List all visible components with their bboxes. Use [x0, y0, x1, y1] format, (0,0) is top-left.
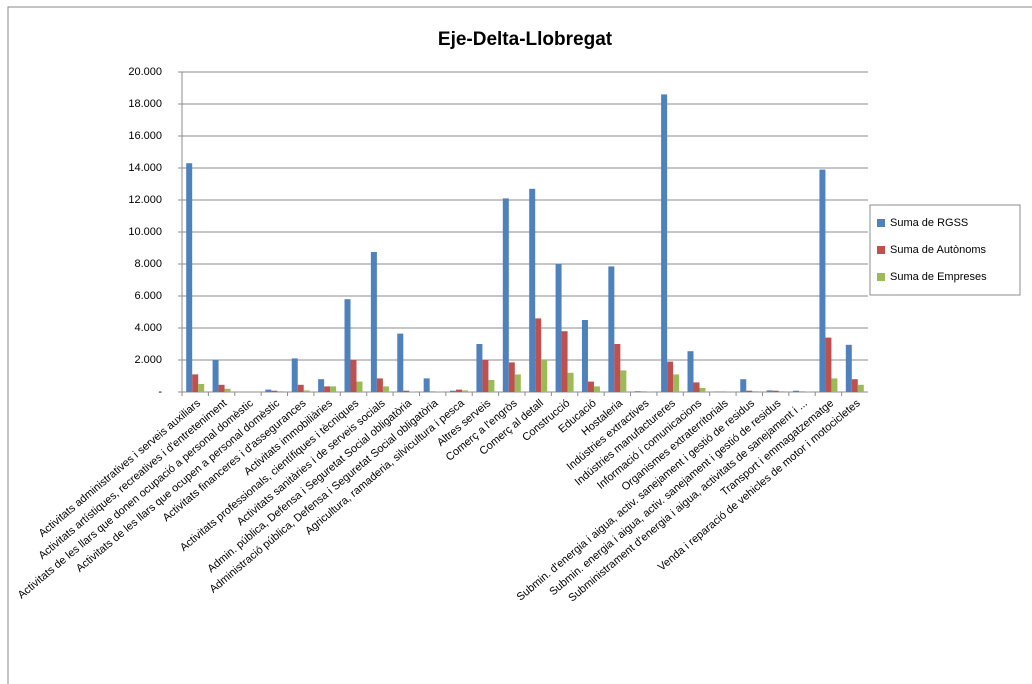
y-tick-label: 12.000 [128, 194, 162, 206]
bar [593, 386, 600, 392]
bar [673, 374, 680, 392]
y-tick-label: 10.000 [128, 226, 162, 238]
bar [857, 384, 864, 392]
bar [330, 386, 337, 392]
bar [778, 391, 785, 392]
y-tick-label: - [158, 386, 162, 398]
bar [303, 390, 310, 392]
bar [456, 389, 463, 392]
bar [587, 381, 594, 392]
bar [324, 386, 331, 392]
bar [224, 388, 231, 392]
bar [561, 331, 568, 392]
bar [667, 361, 674, 392]
bar [218, 384, 225, 392]
bar [356, 381, 363, 392]
bar [766, 390, 773, 392]
bar [740, 379, 747, 392]
y-tick-label: 16.000 [128, 130, 162, 142]
y-tick-label: 8.000 [134, 258, 162, 270]
legend-box [869, 204, 1021, 296]
bar [555, 264, 562, 392]
y-tick-label: 20.000 [128, 66, 162, 78]
bar [318, 379, 325, 392]
bar [634, 391, 641, 392]
bar [693, 382, 700, 392]
bar [192, 374, 199, 392]
chart-title: Eje-Delta-Llobregat [438, 29, 613, 50]
bar [350, 360, 357, 392]
legend-swatch [877, 246, 885, 254]
bar [535, 318, 542, 392]
bar [752, 391, 759, 392]
bar [198, 384, 205, 392]
bar [608, 266, 615, 392]
chart-frame [7, 6, 1032, 684]
bar [699, 388, 706, 392]
y-tick-label: 4.000 [134, 322, 162, 334]
bar [772, 390, 779, 392]
bar [746, 390, 753, 392]
bar [661, 94, 668, 393]
bar [825, 337, 832, 392]
bar [462, 390, 469, 392]
bar [403, 390, 410, 392]
bar [502, 198, 509, 392]
bar [370, 252, 377, 392]
bar [567, 372, 574, 392]
bar [845, 344, 852, 392]
bar [423, 378, 430, 392]
bar [212, 360, 219, 392]
bar [529, 188, 536, 392]
legend-swatch [877, 273, 885, 281]
bar [541, 360, 548, 392]
legend-swatch [877, 219, 885, 227]
y-tick-label: 18.000 [128, 98, 162, 110]
bar [344, 299, 351, 392]
bar [687, 351, 694, 392]
bar [271, 390, 278, 392]
bar [291, 358, 298, 392]
bar [297, 384, 304, 392]
bar [186, 163, 193, 392]
bar [450, 390, 457, 392]
bar [277, 391, 284, 392]
bar [476, 344, 483, 392]
bar [382, 386, 389, 392]
bar [397, 333, 404, 392]
bar [482, 360, 489, 392]
bar [614, 344, 621, 392]
bar [819, 169, 826, 392]
bar [831, 378, 838, 392]
bar [620, 370, 627, 392]
bar [376, 378, 383, 392]
y-tick-label: 6.000 [134, 290, 162, 302]
bar [508, 362, 515, 392]
bar [851, 379, 858, 392]
legend-label: Suma de Empreses [890, 271, 987, 283]
legend-label: Suma de Autònoms [890, 244, 987, 256]
bar [581, 320, 588, 392]
bar [488, 380, 495, 392]
legend-label: Suma de RGSS [890, 217, 968, 229]
bar [793, 390, 800, 392]
y-tick-label: 2.000 [134, 354, 162, 366]
bar [514, 374, 521, 392]
bar [265, 389, 272, 392]
y-tick-label: 14.000 [128, 162, 162, 174]
